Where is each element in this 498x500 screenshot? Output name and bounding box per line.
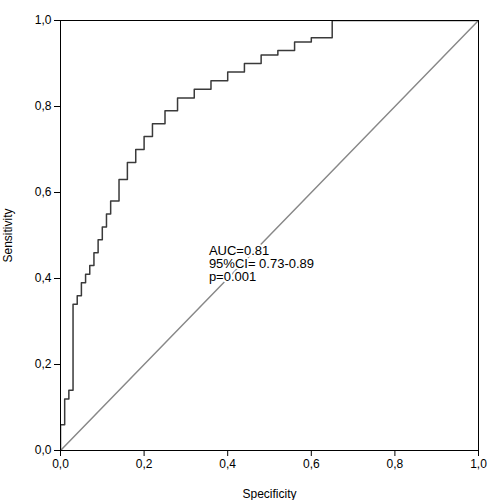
svg-text:Specificity: Specificity (242, 487, 296, 500)
svg-text:1,0: 1,0 (470, 457, 487, 471)
svg-text:1,0: 1,0 (35, 13, 52, 27)
svg-text:0,8: 0,8 (35, 99, 52, 113)
svg-text:0,0: 0,0 (35, 443, 52, 457)
svg-text:AUC=0.8195%CI= 0.73-0.89p=0.00: AUC=0.8195%CI= 0.73-0.89p=0.001 (209, 243, 314, 284)
svg-text:0,6: 0,6 (303, 457, 320, 471)
svg-text:0,0: 0,0 (52, 457, 69, 471)
svg-text:0,4: 0,4 (35, 271, 52, 285)
svg-text:0,8: 0,8 (387, 457, 404, 471)
svg-text:0,2: 0,2 (136, 457, 153, 471)
svg-text:0,4: 0,4 (219, 457, 236, 471)
svg-text:Sensitivity: Sensitivity (1, 208, 15, 262)
svg-text:0,6: 0,6 (35, 185, 52, 199)
svg-text:0,2: 0,2 (35, 357, 52, 371)
